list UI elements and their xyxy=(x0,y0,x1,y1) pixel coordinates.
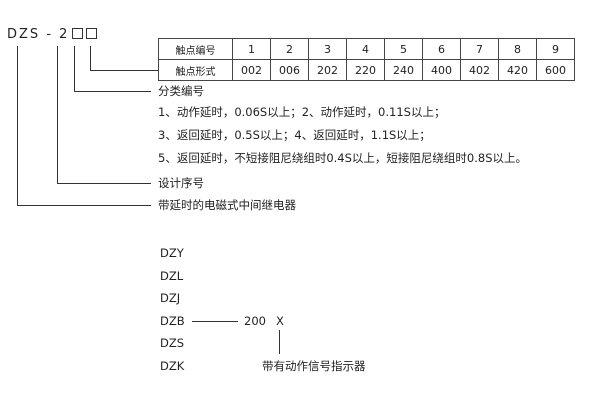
table-cell: 202 xyxy=(308,59,347,81)
table-cell: 420 xyxy=(498,59,537,81)
series-item: DZJ xyxy=(160,291,181,305)
example-number: 200 xyxy=(244,314,266,328)
table-cell: 6 xyxy=(422,38,461,60)
connector-line xyxy=(57,183,151,184)
design-number-label: 设计序号 xyxy=(158,176,204,190)
connector-line xyxy=(74,46,75,91)
table-cell: 2 xyxy=(270,38,309,60)
connector-line xyxy=(90,46,91,70)
series-item: DZL xyxy=(160,269,184,283)
relay-description: 带延时的电磁式中间继电器 xyxy=(158,198,296,212)
model-prefix: DZS xyxy=(7,27,41,42)
connector-line xyxy=(90,70,158,71)
table-row: 触点编号 1 2 3 4 5 6 7 8 9 xyxy=(158,38,575,60)
table-cell: 220 xyxy=(346,59,385,81)
model-dash: - xyxy=(46,27,54,42)
series-item: DZB xyxy=(160,314,185,328)
series-item: DZY xyxy=(160,246,184,260)
row-header: 触点编号 xyxy=(158,38,233,60)
table-cell: 3 xyxy=(308,38,347,60)
example-suffix: X xyxy=(276,314,284,328)
table-cell: 240 xyxy=(384,59,423,81)
table-cell: 5 xyxy=(384,38,423,60)
suffix-description: 带有动作信号指示器 xyxy=(262,359,366,373)
connector-line xyxy=(192,321,238,322)
table-cell: 400 xyxy=(422,59,461,81)
connector-line xyxy=(74,91,151,92)
model-code: DZS - 2 xyxy=(7,27,98,42)
table-cell: 7 xyxy=(460,38,499,60)
classification-label: 分类编号 xyxy=(158,84,204,98)
connector-line xyxy=(17,46,18,205)
series-item: DZS xyxy=(160,336,185,350)
class-line: 3、返回延时，0.5S以上；4、返回延时，1.1S以上； xyxy=(158,128,431,142)
table-cell: 4 xyxy=(346,38,385,60)
table-cell: 600 xyxy=(536,59,575,81)
table-cell: 9 xyxy=(536,38,575,60)
table-cell: 002 xyxy=(232,59,271,81)
connector-line xyxy=(17,205,151,206)
contact-table: 触点编号 1 2 3 4 5 6 7 8 9 触点形式 002 006 202 … xyxy=(158,38,575,81)
class-line: 1、动作延时，0.06S以上；2、动作延时，0.11S以上； xyxy=(158,105,446,119)
table-cell: 006 xyxy=(270,59,309,81)
connector-line xyxy=(279,330,280,354)
model-digit: 2 xyxy=(59,27,70,42)
row-header: 触点形式 xyxy=(158,59,233,81)
contact-box xyxy=(86,28,98,39)
class-line: 5、返回延时，不短接阻尼绕组时0.4S以上，短接阻尼绕组时0.8S以上。 xyxy=(158,151,527,165)
connector-line xyxy=(57,46,58,183)
table-row: 触点形式 002 006 202 220 240 400 402 420 600 xyxy=(158,59,575,81)
table-cell: 1 xyxy=(232,38,271,60)
classification-box xyxy=(72,28,84,39)
series-item: DZK xyxy=(160,359,185,373)
table-cell: 402 xyxy=(460,59,499,81)
table-cell: 8 xyxy=(498,38,537,60)
